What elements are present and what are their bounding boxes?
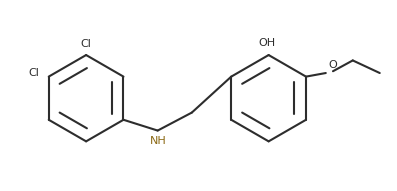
Text: NH: NH [150,136,167,146]
Text: O: O [328,60,337,70]
Text: Cl: Cl [81,39,92,49]
Text: Cl: Cl [29,68,40,78]
Text: OH: OH [258,38,276,48]
